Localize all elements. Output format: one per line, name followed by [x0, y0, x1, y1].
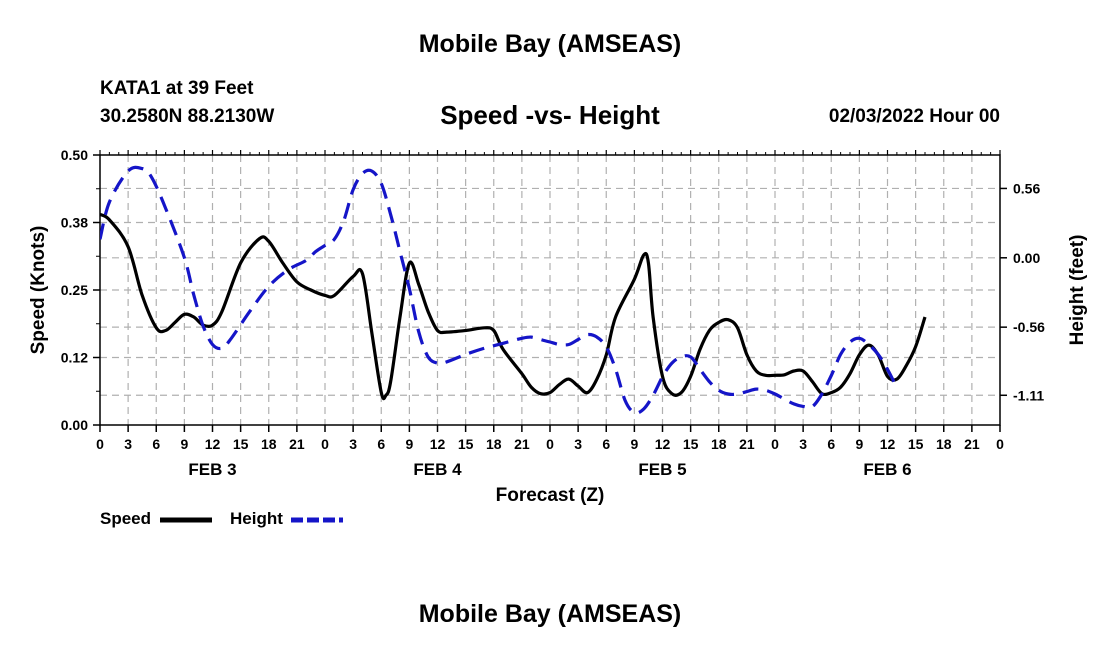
x-tick-label: 6 [152, 436, 160, 452]
x-tick-label: 15 [458, 436, 474, 452]
x-tick-label: 21 [289, 436, 305, 452]
forecast-datetime: 02/03/2022 Hour 00 [828, 106, 1000, 127]
x-tick-label: 18 [936, 436, 952, 452]
x-tick-label: 12 [205, 436, 221, 452]
y-left-tick-label: 0.50 [61, 147, 88, 163]
x-tick-label: 0 [996, 436, 1004, 452]
x-tick-label: 18 [261, 436, 277, 452]
y-right-tick-label: 0.56 [1013, 180, 1040, 196]
station-label: KATA1 at 39 Feet [100, 78, 254, 99]
y-left-axis-title: Speed (Knots) [28, 226, 49, 355]
x-tick-label: 3 [799, 436, 807, 452]
y-left-tick-label: 0.38 [61, 215, 88, 231]
x-tick-label: 12 [430, 436, 446, 452]
x-tick-label: 9 [405, 436, 413, 452]
x-tick-label: 9 [855, 436, 863, 452]
x-axis-title: Forecast (Z) [496, 485, 605, 506]
x-tick-label: 6 [602, 436, 610, 452]
y-right-axis-title: Height (feet) [1067, 235, 1088, 346]
day-label: FEB 3 [188, 460, 236, 479]
x-tick-label: 21 [964, 436, 980, 452]
x-tick-label: 0 [546, 436, 554, 452]
x-tick-label: 21 [739, 436, 755, 452]
series-line-speed [100, 212, 927, 401]
chart-subtitle: Speed -vs- Height [440, 100, 660, 130]
chart-main-title: Mobile Bay (AMSEAS) [418, 30, 682, 58]
x-tick-label: 18 [711, 436, 727, 452]
x-tick-label: 9 [630, 436, 638, 452]
y-right-tick-label: -0.56 [1013, 319, 1045, 335]
day-label: FEB 5 [638, 460, 686, 479]
x-tick-label: 0 [96, 436, 104, 452]
x-tick-label: 6 [827, 436, 835, 452]
y-right-tick-label: -1.11 [1013, 387, 1044, 403]
x-tick-label: 0 [321, 436, 329, 452]
x-tick-label: 15 [683, 436, 699, 452]
legend-height-label: Height [230, 509, 283, 528]
x-tick-label: 3 [349, 436, 357, 452]
series-line-height [100, 165, 899, 415]
station-coordinates: 30.2580N 88.2130W [100, 106, 275, 127]
x-tick-label: 15 [233, 436, 249, 452]
y-left-tick-label: 0.25 [61, 282, 88, 298]
x-tick-label: 12 [655, 436, 671, 452]
x-tick-label: 15 [908, 436, 924, 452]
x-tick-label: 18 [486, 436, 502, 452]
y-left-tick-label: 0.12 [61, 350, 88, 366]
day-label: FEB 4 [413, 460, 462, 479]
y-left-tick-label: 0.00 [61, 417, 88, 433]
y-right-tick-label: 0.00 [1013, 250, 1040, 266]
x-tick-label: 6 [377, 436, 385, 452]
x-tick-label: 3 [574, 436, 582, 452]
x-tick-label: 12 [880, 436, 896, 452]
legend-speed-label: Speed [100, 509, 152, 528]
footer-title: Mobile Bay (AMSEAS) [418, 600, 682, 628]
x-tick-label: 21 [514, 436, 530, 452]
x-tick-label: 0 [771, 436, 779, 452]
x-tick-label: 3 [124, 436, 132, 452]
x-tick-label: 9 [180, 436, 188, 452]
day-label: FEB 6 [863, 460, 911, 479]
